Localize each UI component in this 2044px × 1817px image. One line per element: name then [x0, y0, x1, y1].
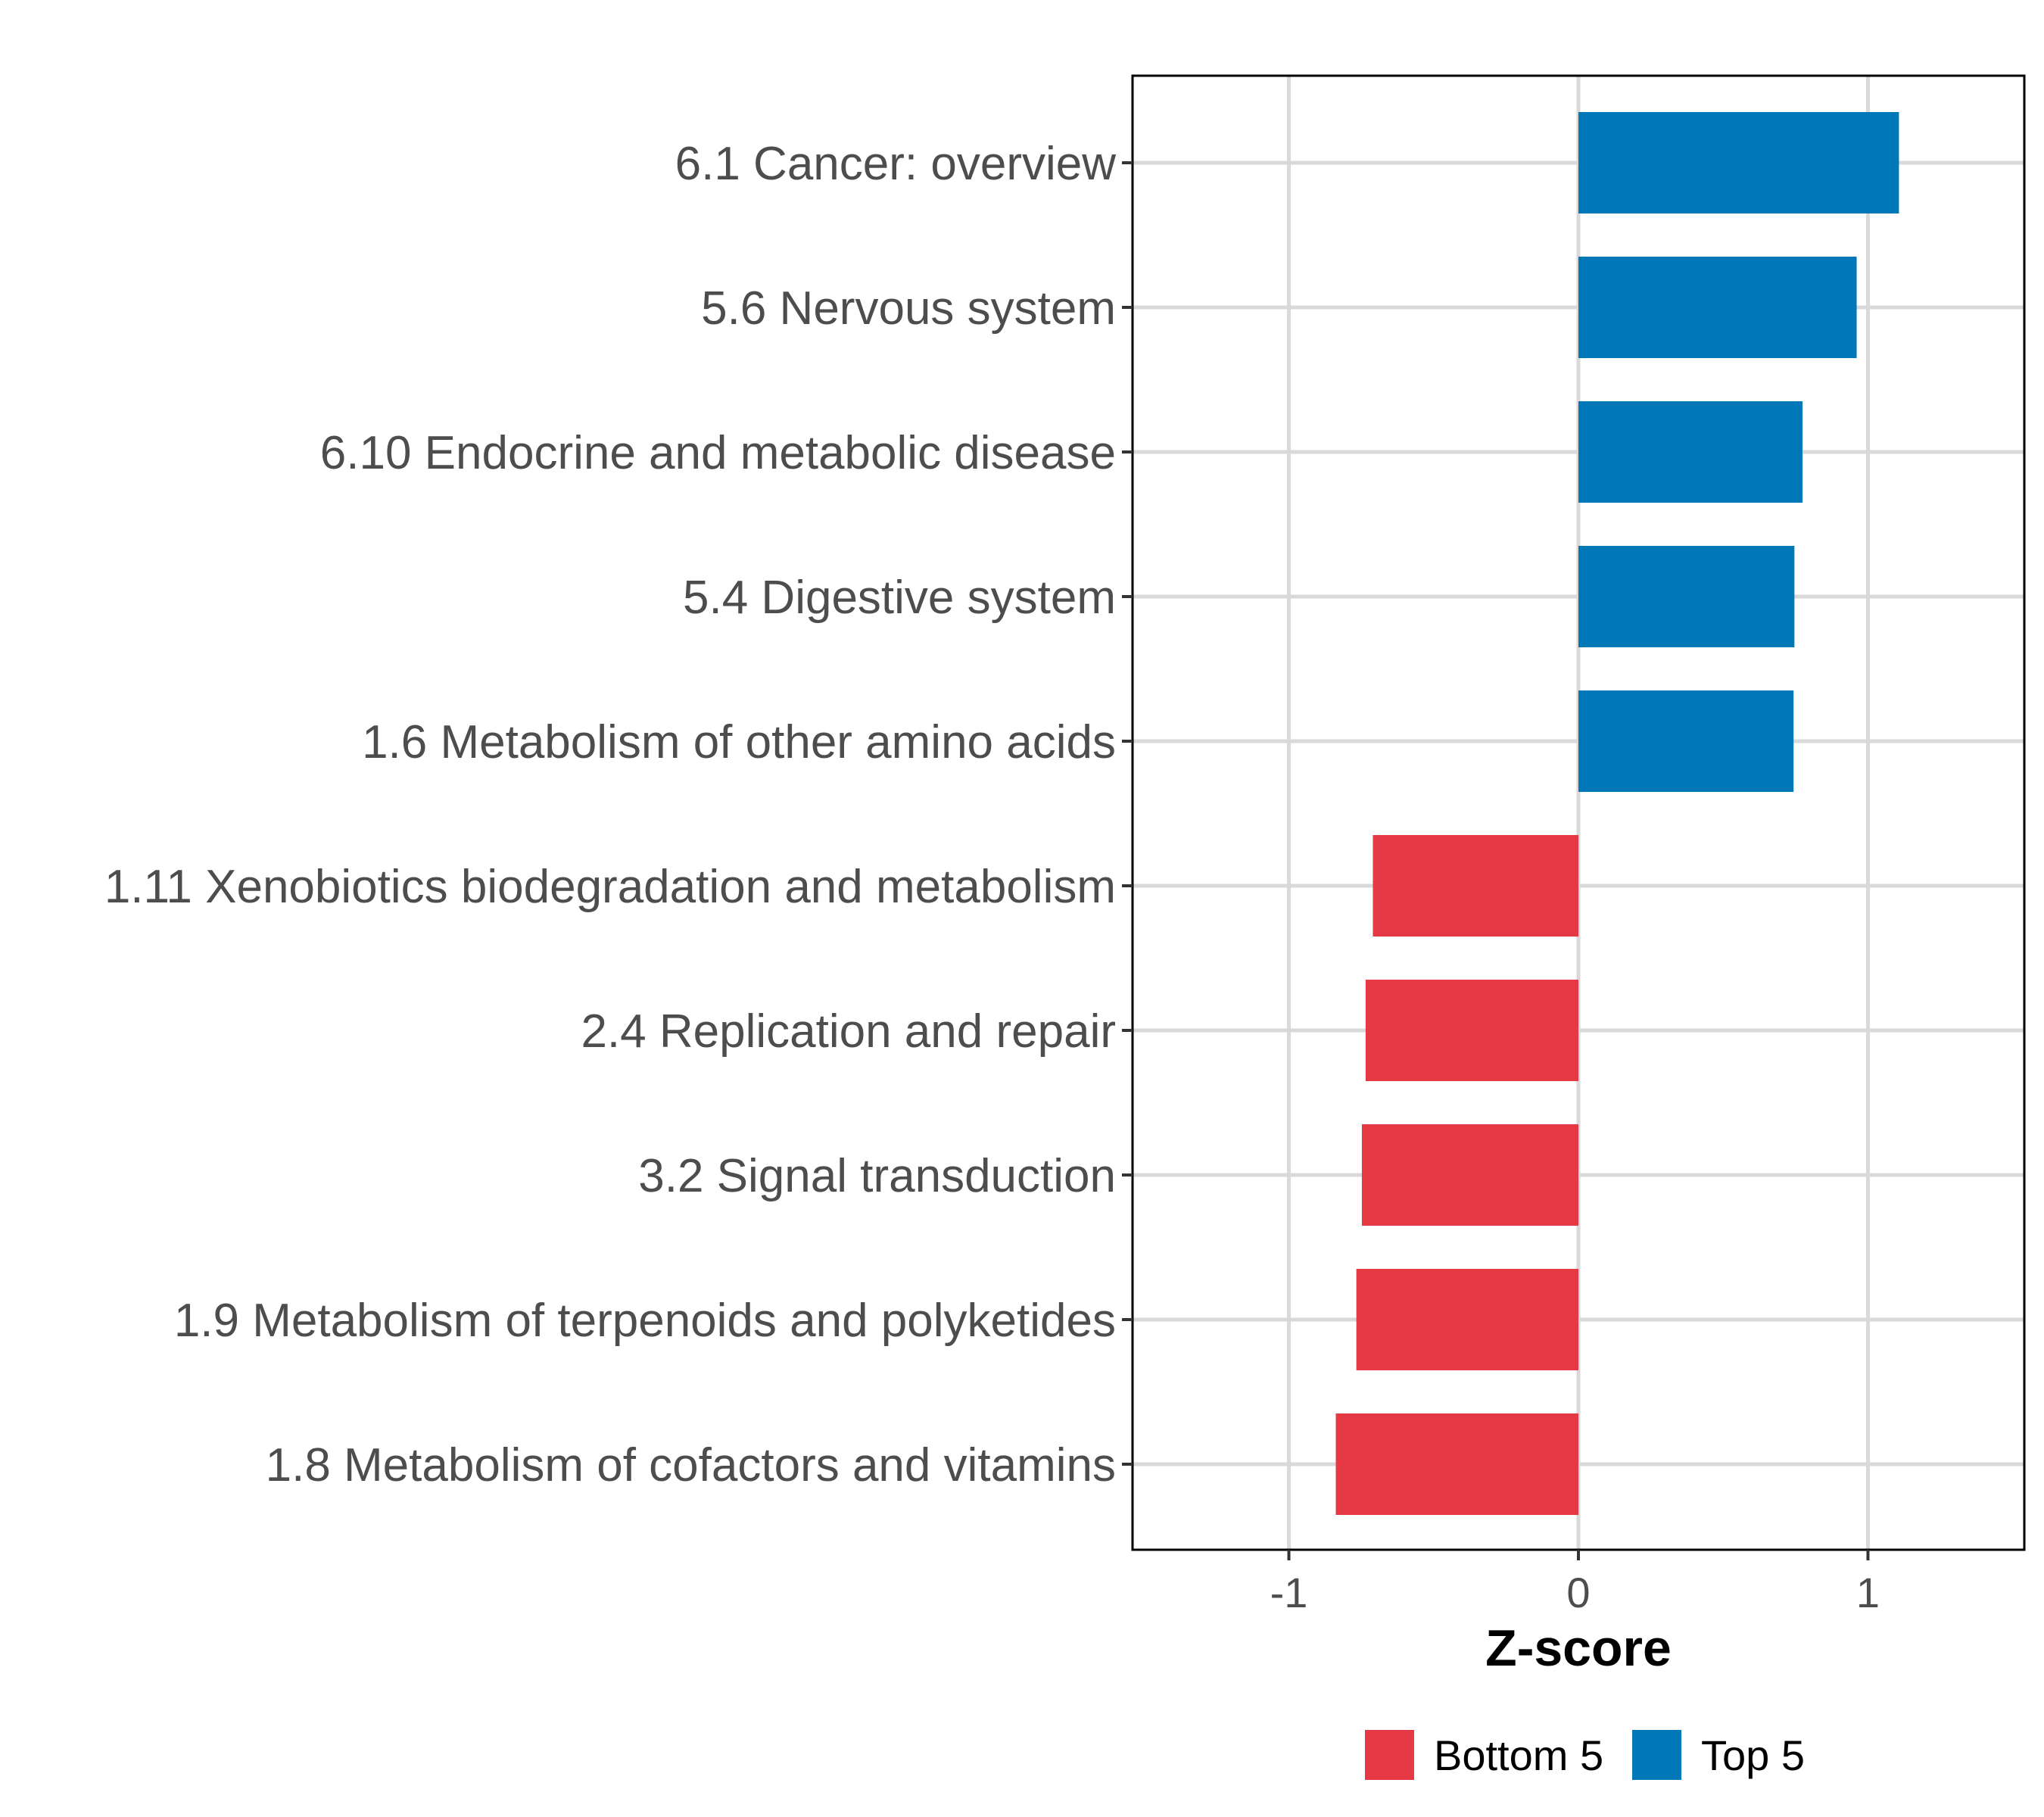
bar	[1373, 835, 1578, 937]
legend-key	[1365, 1730, 1414, 1780]
bar	[1335, 1413, 1578, 1515]
category-label: 5.6 Nervous system	[701, 282, 1116, 335]
category-label: 1.8 Metabolism of cofactors and vitamins	[266, 1439, 1116, 1491]
legend-label: Bottom 5	[1434, 1731, 1603, 1779]
category-label: 5.4 Digestive system	[683, 572, 1116, 624]
category-label: 1.9 Metabolism of terpenoids and polyket…	[174, 1295, 1116, 1347]
legend: Bottom 5 Top 5	[1365, 1730, 1805, 1780]
x-axis-title: Z-score	[1485, 1619, 1672, 1677]
x-axis-ticks: -1 0 1	[1270, 1550, 1880, 1616]
category-label: 6.1 Cancer: overview	[675, 138, 1117, 190]
bar	[1578, 112, 1899, 213]
legend-label: Top 5	[1701, 1731, 1805, 1779]
bars	[1335, 112, 1899, 1515]
bar	[1356, 1269, 1578, 1370]
category-label: 1.11 Xenobiotics biodegradation and meta…	[104, 861, 1116, 913]
bar	[1361, 1124, 1578, 1226]
bar	[1365, 980, 1578, 1081]
category-label: 2.4 Replication and repair	[581, 1005, 1116, 1058]
y-axis-labels: 6.1 Cancer: overview 5.6 Nervous system 6.…	[104, 138, 1133, 1491]
bar	[1578, 690, 1794, 792]
x-tick-label: -1	[1270, 1569, 1308, 1616]
category-label: 6.10 Endocrine and metabolic disease	[320, 427, 1116, 479]
bar	[1578, 257, 1857, 358]
bar	[1578, 401, 1803, 503]
x-tick-label: 0	[1566, 1569, 1590, 1616]
category-label: 3.2 Signal transduction	[638, 1150, 1116, 1202]
bar	[1578, 546, 1795, 647]
x-tick-label: 1	[1856, 1569, 1880, 1616]
legend-key	[1632, 1730, 1681, 1780]
category-label: 1.6 Metabolism of other amino acids	[362, 716, 1116, 768]
